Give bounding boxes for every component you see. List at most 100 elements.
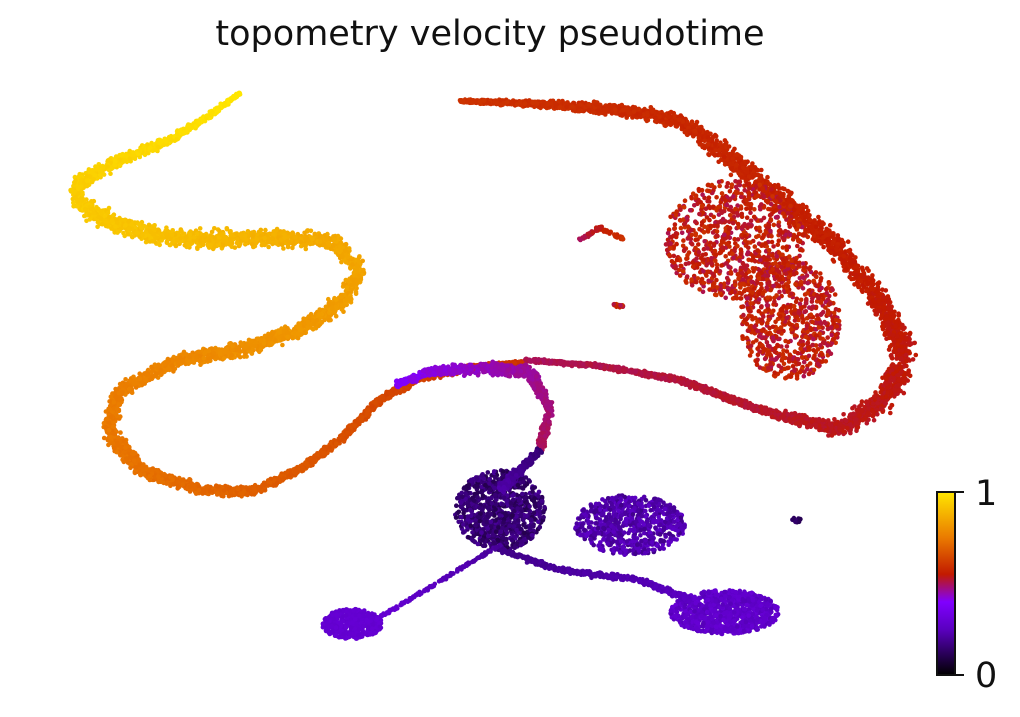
data-point: [146, 222, 152, 228]
data-point: [134, 230, 139, 235]
data-point: [263, 227, 268, 233]
data-point: [258, 347, 264, 353]
data-point: [227, 242, 232, 247]
data-point: [110, 440, 116, 446]
data-point: [119, 153, 124, 158]
data-point: [224, 226, 230, 231]
data-point: [256, 229, 262, 235]
data-point: [68, 188, 73, 193]
data-point: [331, 243, 336, 248]
data-point: [339, 303, 345, 308]
data-points: [68, 90, 919, 641]
data-point: [115, 440, 120, 446]
data-point: [340, 432, 346, 438]
data-point: [228, 238, 233, 243]
data-point: [107, 434, 113, 440]
data-point: [302, 230, 307, 236]
data-point: [210, 354, 215, 360]
data-point: [73, 195, 78, 200]
data-point: [201, 233, 207, 238]
data-point: [122, 157, 127, 163]
data-point: [338, 298, 343, 304]
data-point: [111, 446, 117, 451]
data-point: [145, 372, 150, 378]
data-point: [164, 225, 169, 230]
data-point: [195, 246, 200, 251]
data-point: [164, 235, 170, 240]
data-point: [196, 487, 202, 493]
data-point: [164, 240, 170, 246]
data-point: [82, 213, 87, 219]
data-point: [76, 191, 81, 196]
data-point: [201, 355, 207, 361]
data-point: [89, 199, 94, 204]
data-point: [143, 229, 149, 235]
data-point: [169, 232, 175, 237]
data-point: [317, 233, 323, 238]
data-point: [326, 241, 331, 247]
data-point: [117, 397, 123, 403]
data-point: [170, 228, 175, 233]
data-point: [344, 285, 350, 290]
data-point: [127, 156, 132, 161]
data-point: [118, 445, 124, 450]
data-point: [254, 237, 259, 242]
data-point: [280, 342, 285, 348]
data-point: [158, 367, 163, 373]
data-point: [215, 491, 220, 496]
data-point: [84, 173, 90, 179]
data-point: [138, 225, 144, 230]
data-point: [107, 214, 112, 220]
data-point: [113, 154, 119, 159]
data-point: [281, 476, 287, 482]
data-point: [138, 472, 143, 477]
data-point: [354, 279, 360, 284]
data-point: [342, 248, 348, 254]
data-point: [326, 300, 332, 306]
data-point: [117, 163, 123, 169]
data-point: [197, 239, 203, 244]
data-point: [105, 158, 111, 163]
data-point: [196, 349, 201, 355]
data-point: [156, 479, 161, 485]
data-point: [106, 420, 111, 425]
data-point: [267, 342, 272, 348]
data-point: [234, 236, 240, 242]
data-point: [232, 245, 238, 250]
data-point: [95, 219, 101, 225]
data-point: [106, 442, 111, 448]
data-point: [360, 258, 366, 264]
data-point: [127, 226, 132, 231]
data-point: [123, 445, 128, 451]
data-point: [103, 424, 108, 430]
data-point: [79, 192, 85, 197]
data-point: [118, 430, 123, 435]
data-point: [148, 229, 153, 234]
data-point: [157, 242, 162, 248]
data-point: [132, 156, 138, 161]
data-point: [265, 239, 271, 245]
data-point: [306, 456, 312, 462]
data-point: [394, 390, 399, 395]
data-point: [261, 341, 267, 346]
data-point: [363, 417, 369, 422]
data-point: [208, 234, 214, 239]
data-point: [350, 262, 355, 267]
data-point: [201, 242, 206, 247]
data-point: [187, 354, 192, 360]
data-point: [105, 210, 111, 216]
data-point: [249, 338, 254, 344]
data-point: [285, 326, 290, 331]
data-point: [386, 389, 392, 395]
data-point: [216, 484, 221, 489]
data-point: [352, 423, 357, 428]
data-point: [251, 233, 256, 238]
data-point: [353, 289, 359, 295]
data-point: [249, 242, 255, 247]
data-point: [157, 364, 163, 369]
data-point: [133, 385, 139, 390]
data-point: [149, 369, 155, 375]
data-point: [205, 243, 211, 248]
data-point: [212, 244, 217, 249]
